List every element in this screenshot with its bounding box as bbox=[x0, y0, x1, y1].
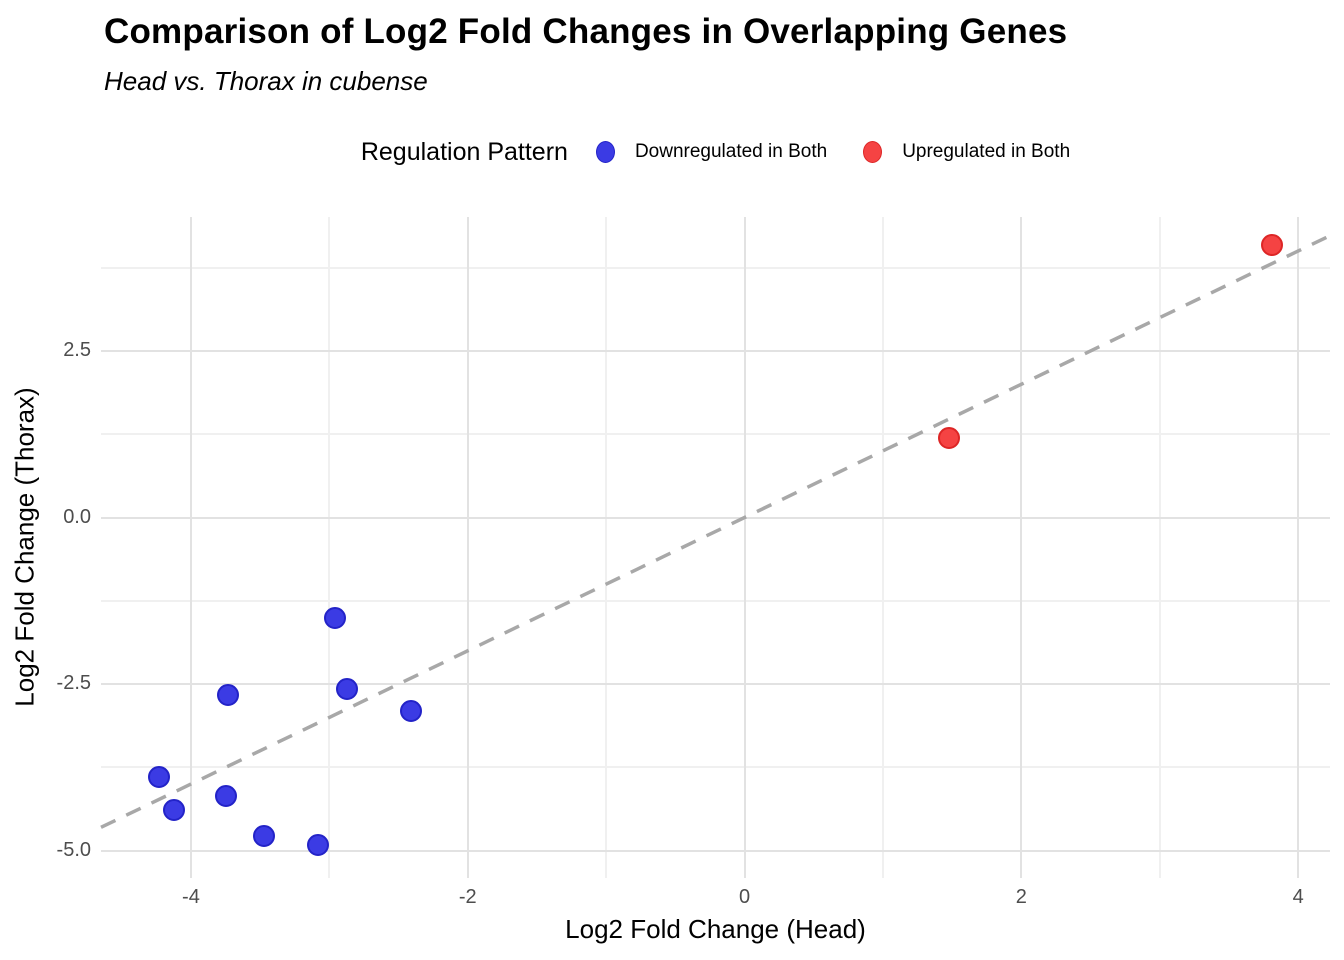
legend-label-downregulated: Downregulated in Both bbox=[634, 141, 828, 162]
legend: Regulation Pattern Downregulated in Both… bbox=[101, 133, 1330, 171]
legend-item-downregulated: Downregulated in Both bbox=[595, 141, 828, 163]
x-tick-label: 0 bbox=[739, 886, 751, 908]
data-point-downregulated bbox=[214, 785, 237, 808]
y-major-gridline bbox=[101, 516, 1330, 519]
y-tick-label: -5.0 bbox=[56, 838, 91, 861]
x-major-gridline bbox=[1020, 217, 1023, 878]
legend-label-upregulated: Upregulated in Both bbox=[902, 141, 1071, 162]
x-tick-label: 2 bbox=[1015, 886, 1027, 908]
legend-swatch-red-dot-icon bbox=[863, 141, 883, 163]
legend-title: Regulation Pattern bbox=[360, 137, 568, 166]
y-tick-label: 0.0 bbox=[63, 505, 91, 528]
data-point-downregulated bbox=[400, 699, 423, 722]
x-minor-gridline bbox=[605, 217, 608, 878]
data-point-downregulated bbox=[336, 677, 359, 700]
data-point-downregulated bbox=[253, 825, 276, 848]
legend-item-upregulated: Upregulated in Both bbox=[863, 141, 1070, 163]
x-tick-label: -4 bbox=[182, 886, 200, 908]
x-axis-title: Log2 Fold Change (Head) bbox=[565, 914, 866, 944]
chart-subtitle: Head vs. Thorax in cubense bbox=[104, 66, 428, 96]
y-major-gridline bbox=[101, 683, 1330, 686]
y-minor-gridline bbox=[101, 266, 1330, 269]
y-tick-label: 2.5 bbox=[63, 338, 91, 361]
data-point-downregulated bbox=[217, 683, 240, 706]
data-point-downregulated bbox=[323, 607, 346, 630]
data-point-upregulated bbox=[938, 426, 961, 449]
y-minor-gridline bbox=[101, 766, 1330, 769]
legend-swatch-blue-dot-icon bbox=[595, 141, 615, 163]
x-minor-gridline bbox=[328, 217, 331, 878]
data-point-upregulated bbox=[1260, 233, 1283, 256]
reference-line-layer bbox=[100, 234, 1331, 829]
data-point-downregulated bbox=[148, 765, 171, 788]
x-major-gridline bbox=[466, 217, 469, 878]
x-minor-gridline bbox=[881, 217, 884, 878]
y-minor-gridline bbox=[101, 433, 1330, 436]
x-major-gridline bbox=[743, 217, 746, 878]
x-minor-gridline bbox=[1158, 217, 1161, 878]
data-point-downregulated bbox=[307, 834, 330, 857]
chart-title: Comparison of Log2 Fold Changes in Overl… bbox=[104, 12, 1068, 51]
y-axis-title: Log2 Fold Change (Thorax) bbox=[9, 387, 40, 707]
data-point-downregulated bbox=[163, 799, 186, 822]
x-tick-label: -2 bbox=[458, 886, 477, 908]
identity-reference-line bbox=[100, 234, 1331, 829]
y-major-gridline bbox=[101, 849, 1330, 852]
plot-panel bbox=[100, 217, 1331, 878]
x-major-gridline bbox=[189, 217, 192, 878]
y-major-gridline bbox=[101, 349, 1330, 352]
x-major-gridline bbox=[1297, 217, 1300, 878]
y-minor-gridline bbox=[101, 599, 1330, 602]
x-tick-label: 4 bbox=[1292, 886, 1304, 908]
y-tick-label: -2.5 bbox=[56, 672, 91, 695]
